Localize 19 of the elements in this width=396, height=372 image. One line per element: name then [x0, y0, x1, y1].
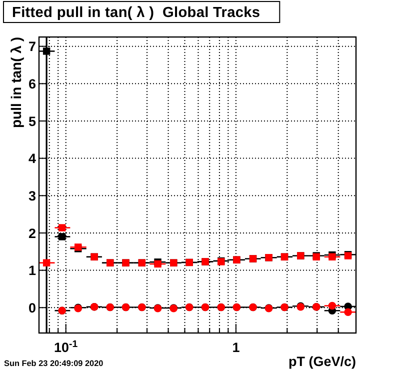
text: Sun Feb 23 20:49:09 2020	[4, 359, 104, 368]
point	[344, 308, 352, 316]
y-tick-label: 0	[28, 300, 36, 316]
point	[328, 302, 336, 310]
x-tick-label: 10$^{-1}$	[54, 338, 78, 355]
point	[42, 259, 50, 266]
y-tick-label: 5	[28, 114, 36, 129]
y-tick-label: 4	[28, 151, 36, 166]
y-tick-label: 1	[28, 263, 36, 278]
x-axis-title: pT (GeV/c)	[288, 354, 356, 369]
y-tick-label: 3	[28, 188, 36, 204]
point	[42, 48, 50, 55]
point	[58, 224, 66, 232]
y-tick-label: 2	[28, 226, 36, 241]
point	[58, 233, 66, 240]
y-tick-label: 6	[28, 76, 36, 92]
chart-title: Fitted pull in tan( λ ) Global Tracks	[12, 5, 260, 21]
y-tick-label: 7	[28, 39, 36, 54]
y-axis-title: pull in tan( λ )	[8, 37, 24, 128]
